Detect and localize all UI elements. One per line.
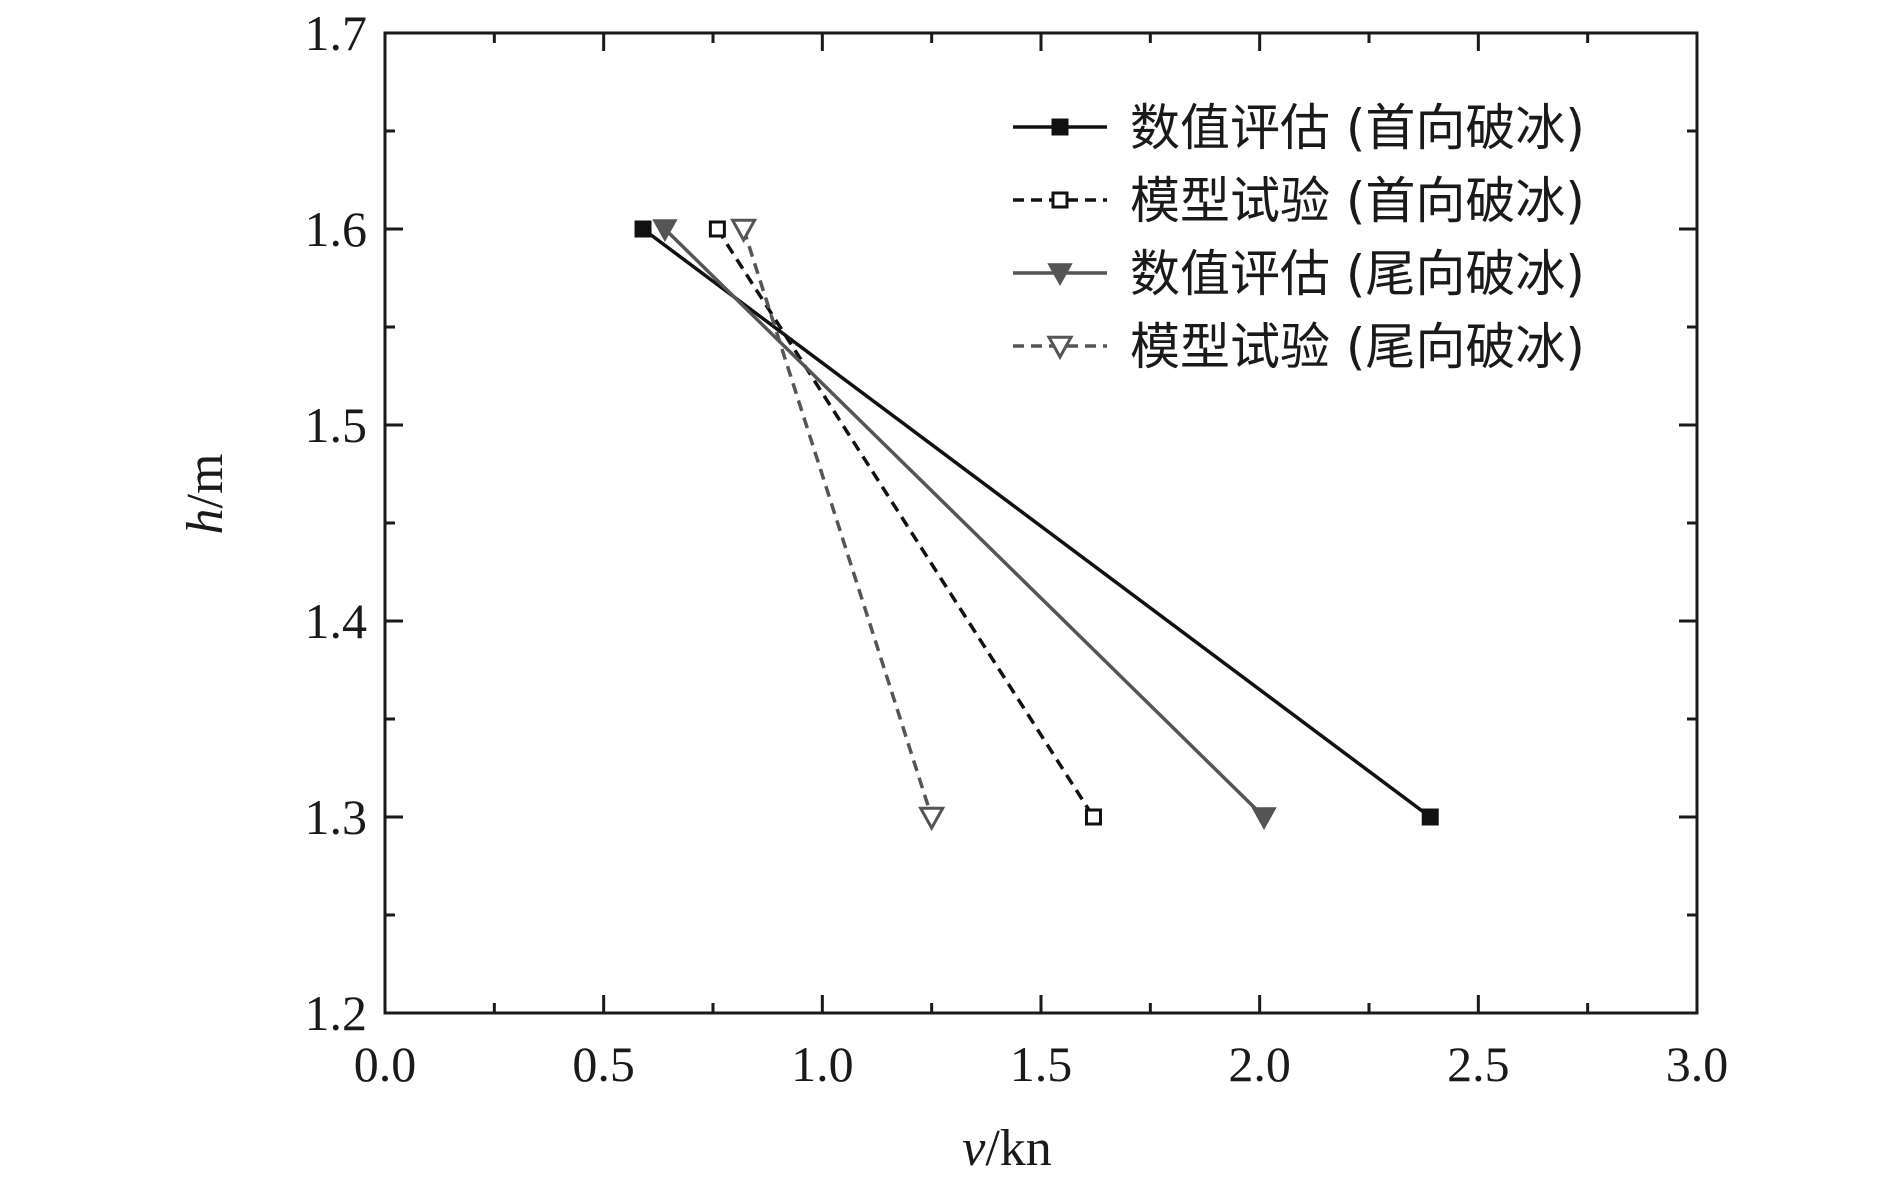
series-line xyxy=(715,228,1095,818)
data-point xyxy=(918,806,946,832)
legend-swatch-marker xyxy=(1047,263,1073,287)
legend-swatch-marker xyxy=(1051,191,1069,209)
y-axis-variable: h xyxy=(177,508,234,534)
data-point xyxy=(634,220,652,238)
legend-label: 数值评估 (尾向破冰) xyxy=(1130,245,1585,303)
data-point xyxy=(1421,808,1439,826)
x-tick-label: 2.0 xyxy=(1228,1036,1291,1092)
legend-label: 数值评估 (首向破冰) xyxy=(1130,99,1585,157)
data-point xyxy=(1251,807,1277,831)
x-tick-label: 1.0 xyxy=(791,1036,854,1092)
y-tick-label: 1.4 xyxy=(305,593,368,649)
legend-entry: 数值评估 (首向破冰) xyxy=(1013,99,1585,157)
y-tick-label: 1.7 xyxy=(305,5,368,61)
y-tick-label: 1.5 xyxy=(305,397,368,453)
x-axis-variable: v xyxy=(962,1120,986,1177)
legend-entry: 模型试验 (首向破冰) xyxy=(1013,172,1585,230)
x-tick-label: 1.5 xyxy=(1010,1036,1073,1092)
y-tick-label: 1.6 xyxy=(305,201,368,257)
series-3 xyxy=(652,219,1277,831)
y-axis-label: h/m xyxy=(177,454,234,535)
y-tick-label: 1.3 xyxy=(305,789,368,845)
legend-swatch-marker xyxy=(1051,118,1069,136)
series-line xyxy=(741,228,934,818)
legend-label: 模型试验 (首向破冰) xyxy=(1130,172,1585,230)
legend-entry: 数值评估 (尾向破冰) xyxy=(1013,245,1585,303)
x-axis-unit: /kn xyxy=(985,1120,1051,1177)
legend-label: 模型试验 (尾向破冰) xyxy=(1130,318,1585,376)
y-tick-label: 1.2 xyxy=(305,985,368,1041)
data-point xyxy=(1084,808,1102,826)
series-2 xyxy=(708,220,1102,826)
axes: 0.0 0.5 1.0 1.5 2.0 2.5 3.0 1.2 1.3 1.4 1.5 1.6 1.7 xyxy=(305,5,1729,1092)
data-point xyxy=(730,218,758,244)
y-axis-unit: /m xyxy=(177,454,234,509)
series-1 xyxy=(634,220,1439,826)
legend-entry: 模型试验 (尾向破冰) xyxy=(1013,318,1585,376)
x-tick-label: 3.0 xyxy=(1666,1036,1729,1092)
x-axis-label: v/kn xyxy=(962,1120,1052,1177)
data-point xyxy=(708,220,726,238)
data-point xyxy=(652,219,678,243)
x-tick-label: 0.0 xyxy=(354,1036,417,1092)
series-line xyxy=(663,227,1266,819)
series-4 xyxy=(730,218,946,832)
plot-series xyxy=(634,218,1439,832)
legend: 数值评估 (首向破冰) 模型试验 (首向破冰) 数值评估 (尾向破冰) 模型试验 (尾… xyxy=(1013,99,1585,376)
x-tick-label: 0.5 xyxy=(572,1036,635,1092)
series-line xyxy=(641,227,1432,819)
x-tick-label: 2.5 xyxy=(1447,1036,1510,1092)
legend-swatch-marker xyxy=(1046,335,1074,361)
